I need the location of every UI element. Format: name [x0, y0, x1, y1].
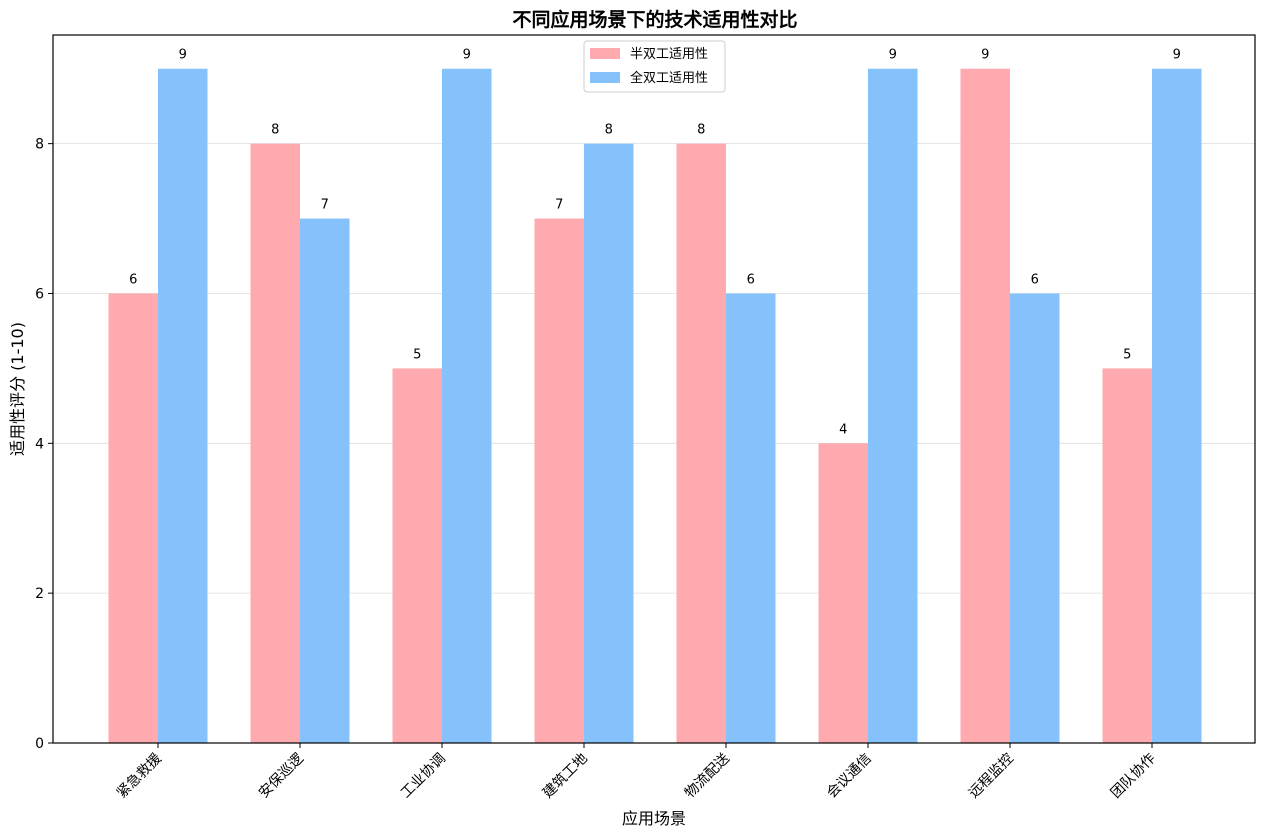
- legend-swatch-full-duplex: [590, 72, 620, 83]
- plot-frame: [52, 34, 1256, 744]
- bar-full-duplex-6: [1010, 293, 1060, 743]
- y-tick-label: 6: [35, 286, 44, 302]
- bar-full-duplex-4: [726, 293, 776, 743]
- y-tick-label: 8: [35, 137, 44, 153]
- y-tick-label: 2: [35, 586, 44, 602]
- bar-half-duplex-3: [534, 218, 584, 744]
- bar-half-duplex-4: [676, 143, 726, 744]
- bars: [108, 68, 1202, 744]
- data-labels: 6 9 8 7 5 9 7 8 8 6 4 9 9 6 5 9: [129, 48, 1181, 438]
- bar-half-duplex-2: [392, 368, 442, 743]
- legend-label-full-duplex: 全双工适用性: [630, 70, 708, 86]
- y-tick-label: 4: [35, 436, 44, 452]
- chart-title: 不同应用场景下的技术适用性对比: [512, 8, 797, 31]
- data-label-full-duplex-1: 7: [321, 198, 329, 213]
- bar-half-duplex-5: [818, 443, 868, 743]
- data-label-half-duplex-0: 6: [129, 272, 137, 287]
- y-axis-label: 适用性评分 (1-10): [8, 322, 27, 456]
- data-label-full-duplex-6: 6: [1031, 272, 1039, 287]
- data-label-half-duplex-6: 9: [981, 48, 989, 63]
- bar-full-duplex-2: [442, 68, 492, 743]
- data-label-half-duplex-1: 8: [271, 123, 279, 138]
- bar-full-duplex-5: [868, 68, 918, 743]
- data-label-half-duplex-4: 8: [697, 123, 705, 138]
- bar-full-duplex-3: [584, 143, 634, 744]
- bar-full-duplex-1: [300, 218, 350, 744]
- bar-full-duplex-7: [1152, 68, 1202, 743]
- legend: 半双工适用性 全双工适用性: [583, 40, 726, 93]
- data-label-full-duplex-5: 9: [889, 48, 897, 63]
- bar-half-duplex-7: [1102, 368, 1152, 743]
- data-label-half-duplex-3: 7: [555, 198, 563, 213]
- y-tick-label: 0: [35, 736, 44, 752]
- data-label-full-duplex-3: 8: [605, 123, 613, 138]
- bar-half-duplex-0: [108, 293, 158, 743]
- data-label-half-duplex-2: 5: [413, 347, 421, 362]
- data-label-half-duplex-7: 5: [1123, 347, 1131, 362]
- data-label-half-duplex-5: 4: [839, 422, 847, 437]
- bar-half-duplex-1: [250, 143, 300, 744]
- data-label-full-duplex-2: 9: [463, 48, 471, 63]
- legend-label-half-duplex: 半双工适用性: [630, 47, 708, 62]
- data-label-full-duplex-0: 9: [179, 48, 187, 63]
- bar-full-duplex-0: [158, 68, 208, 743]
- y-axis: 0 2 4 6 8: [35, 137, 53, 752]
- data-label-full-duplex-7: 9: [1173, 48, 1181, 63]
- data-label-full-duplex-4: 6: [747, 272, 755, 287]
- x-axis-label: 应用场景: [622, 809, 686, 828]
- legend-swatch-half-duplex: [590, 48, 620, 59]
- bar-half-duplex-6: [960, 68, 1010, 743]
